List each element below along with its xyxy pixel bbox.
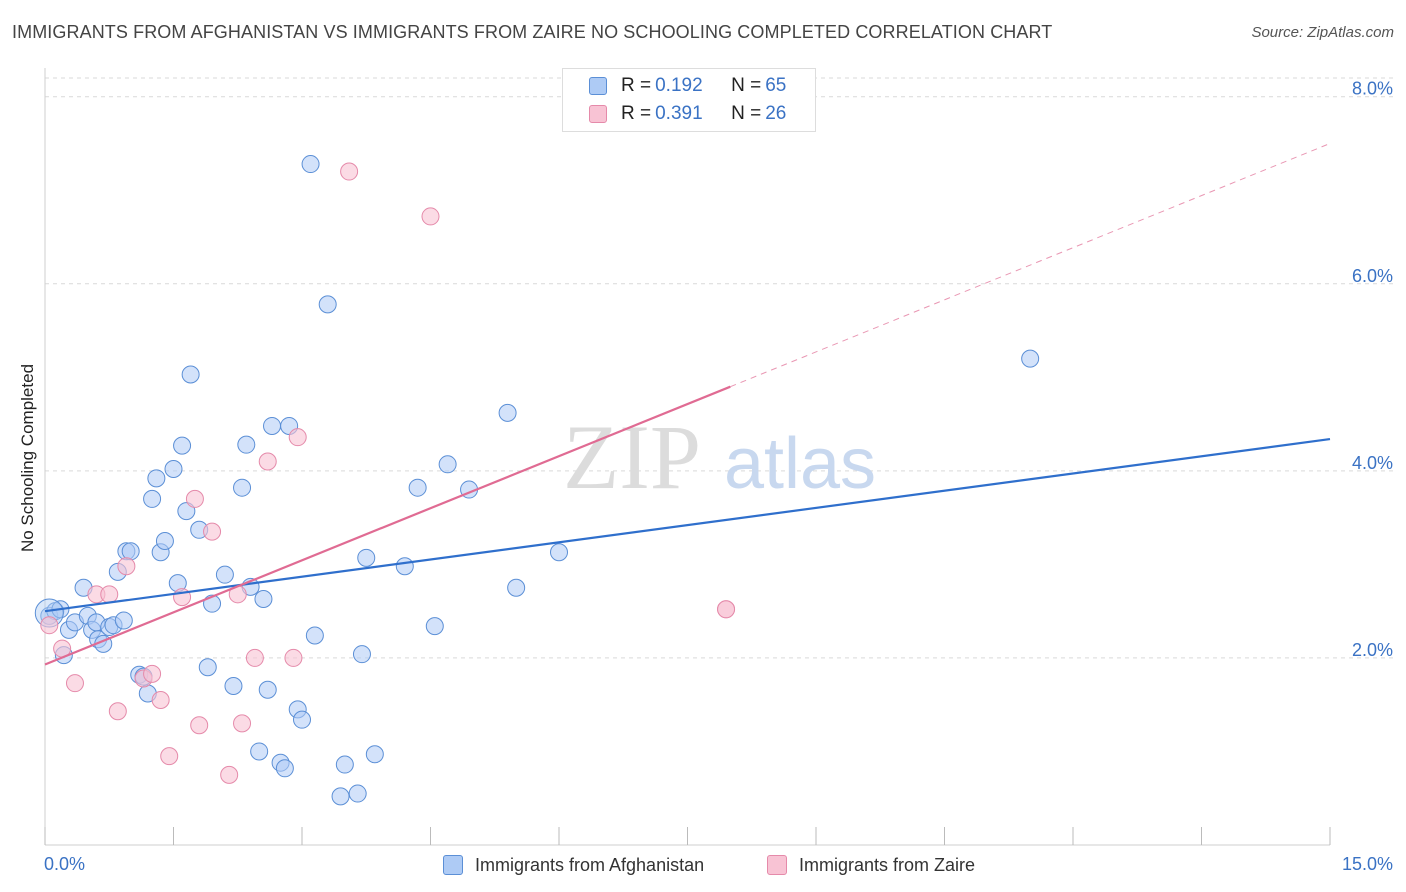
afghanistan-point — [1021, 349, 1040, 368]
y-tick-label: 6.0% — [1352, 266, 1393, 286]
afghanistan-point — [305, 626, 324, 645]
zaire-point — [108, 702, 127, 721]
afghanistan-point — [352, 645, 371, 664]
afghanistan-point — [275, 759, 294, 778]
zaire-point — [284, 648, 303, 667]
afghanistan-point — [181, 365, 200, 384]
afghanistan-point — [395, 557, 414, 576]
n-value: 26 — [765, 103, 787, 124]
zaire-trend-line — [44, 385, 731, 666]
afghanistan-point — [293, 710, 311, 729]
afghanistan-point — [258, 680, 277, 699]
afghanistan-swatch-icon — [443, 855, 463, 875]
r-value: 0.192 — [655, 75, 703, 96]
zaire-point — [245, 648, 264, 667]
afghanistan-point — [114, 611, 133, 630]
watermark-atlas: atlas — [724, 424, 876, 504]
afghanistan-trend-line — [44, 437, 1331, 613]
afghanistan-point — [198, 658, 217, 677]
zaire-point — [220, 765, 239, 784]
zaire-swatch-icon — [767, 855, 787, 875]
afghanistan-point — [250, 742, 269, 761]
axes — [44, 68, 1331, 846]
r-label: R = — [621, 103, 652, 124]
legend-row-zaire: R = 0.391 N = 26 — [589, 102, 786, 126]
afghanistan-point — [550, 543, 568, 562]
afghanistan-point — [507, 578, 526, 597]
afghanistan-point — [365, 745, 384, 764]
zaire-swatch-icon — [589, 105, 607, 123]
source-credit: Source: ZipAtlas.com — [1251, 24, 1394, 41]
gridlines — [45, 77, 1395, 659]
zaire-point — [190, 716, 209, 735]
zaire-point — [143, 664, 162, 683]
chart-title: IMMIGRANTS FROM AFGHANISTAN VS IMMIGRANT… — [12, 22, 1053, 42]
afghanistan-point — [233, 478, 252, 497]
legend-row-afghanistan: R = 0.192 N = 65 — [589, 74, 786, 98]
y-tick-label: 2.0% — [1352, 640, 1393, 660]
afghanistan-point — [143, 489, 162, 508]
zaire-point — [100, 585, 119, 604]
afghanistan-point — [121, 542, 140, 561]
afghanistan-point — [164, 459, 183, 478]
n-label: N = — [731, 75, 762, 96]
y-tick-label: 8.0% — [1352, 79, 1393, 99]
afghanistan-point — [254, 589, 273, 608]
afghanistan-point — [348, 784, 367, 803]
r-value: 0.391 — [655, 103, 703, 124]
afghanistan-point — [408, 478, 427, 497]
afghanistan-point — [155, 532, 174, 551]
afghanistan-point — [224, 676, 243, 695]
r-label: R = — [621, 75, 652, 96]
zaire-point — [233, 714, 252, 733]
watermark-zip: ZIP — [563, 406, 701, 508]
zaire-point — [151, 691, 170, 710]
afghanistan-swatch-icon — [589, 77, 607, 95]
zaire-trend-extension — [730, 143, 1331, 388]
afghanistan-point — [215, 565, 234, 584]
zaire-point — [717, 600, 736, 619]
zaire-point — [203, 522, 222, 541]
afghanistan-point — [147, 469, 166, 488]
tick-labels: 2.0% 4.0% 6.0% 8.0% 0.0% 15.0% — [44, 79, 1393, 874]
zaire-point — [340, 162, 359, 181]
zaire-point — [160, 747, 179, 766]
afghanistan-point — [331, 787, 350, 806]
legend-label-zaire: Immigrants from Zaire — [799, 854, 976, 875]
afghanistan-point — [318, 295, 337, 314]
legend-item-zaire: Immigrants from Zaire — [767, 852, 975, 878]
trend-lines — [44, 143, 1331, 666]
zaire-point — [65, 674, 84, 693]
watermark: ZIP atlas — [563, 406, 876, 508]
zaire-point — [258, 452, 277, 471]
legend-item-afghanistan: Immigrants from Afghanistan — [443, 852, 704, 878]
zaire-point — [185, 489, 204, 508]
legend-label-afghanistan: Immigrants from Afghanistan — [475, 854, 705, 875]
afghanistan-point — [301, 155, 320, 174]
y-tick-label: 4.0% — [1352, 453, 1393, 473]
x-tick-label: 15.0% — [1342, 854, 1393, 874]
afghanistan-point — [237, 435, 256, 454]
afghanistan-point — [173, 436, 192, 455]
n-value: 65 — [765, 75, 787, 96]
n-label: N = — [731, 103, 762, 124]
zaire-point — [117, 557, 136, 576]
afghanistan-point — [335, 755, 354, 774]
afghanistan-point — [263, 416, 282, 435]
zaire-point — [421, 207, 440, 226]
afghanistan-point — [177, 502, 196, 521]
zaire-point — [288, 428, 307, 447]
x-tick-label: 0.0% — [44, 854, 85, 874]
correlation-legend: R = 0.192 N = 65 R = 0.391 N = 26 — [562, 68, 816, 132]
series-afghanistan-points — [34, 155, 1040, 806]
zaire-point — [40, 616, 59, 635]
afghanistan-point — [498, 403, 517, 422]
afghanistan-point — [357, 548, 376, 567]
afghanistan-point — [438, 455, 457, 474]
afghanistan-point — [425, 617, 444, 636]
